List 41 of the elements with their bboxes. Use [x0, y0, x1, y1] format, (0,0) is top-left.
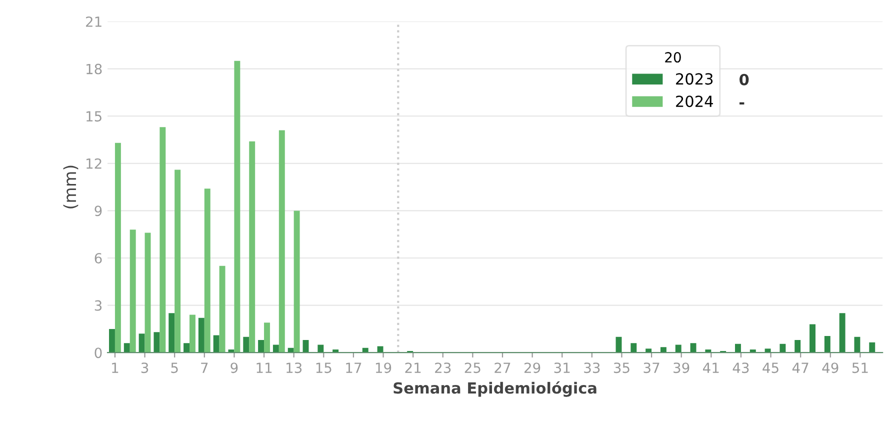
y-tick-label: 0	[94, 348, 102, 358]
x-tick-label: 11	[256, 362, 272, 373]
x-tick-label: 35	[614, 362, 630, 374]
x-tick-label: 15	[316, 362, 332, 374]
x-tick-label: 9	[230, 362, 238, 374]
x-tick-label: 41	[703, 362, 719, 373]
x-tick-label: 33	[584, 362, 600, 374]
x-tick-label: 51	[852, 362, 868, 374]
x-tick-label: 31	[554, 362, 570, 374]
y-tick-label: 18	[86, 64, 102, 74]
x-tick-label: 21	[405, 362, 421, 373]
x-tick-label: 45	[762, 362, 778, 374]
y-axis-title: (mm)	[63, 166, 78, 208]
x-tick-label: 39	[674, 362, 690, 374]
x-tick-label: 47	[792, 362, 808, 373]
x-tick-label: 5	[171, 362, 178, 374]
x-tick-label: 49	[822, 362, 838, 374]
x-tick-label: 29	[524, 362, 540, 374]
x-tick-label: 17	[346, 362, 362, 373]
y-tick-label: 15	[86, 111, 102, 122]
legend-title: 20	[665, 52, 681, 63]
x-tick-label: 27	[494, 362, 510, 373]
y-tick-label: 12	[86, 158, 102, 169]
x-tick-label: 43	[732, 362, 749, 374]
x-tick-label: 37	[644, 362, 660, 374]
annotation: 0	[740, 74, 749, 86]
x-tick-label: 23	[435, 362, 451, 374]
y-tick-label: 21	[86, 16, 102, 27]
x-tick-label: 7	[201, 362, 208, 373]
y-tick-label: 9	[94, 206, 102, 216]
y-tick-label: 3	[94, 300, 102, 311]
x-tick-label: 25	[464, 362, 480, 374]
x-tick-label: 1	[112, 362, 118, 373]
y-tick-label: 6	[94, 252, 102, 264]
x-tick-label: 13	[286, 362, 302, 374]
x-tick-label: 3	[141, 362, 148, 374]
legend-label: 2024	[676, 96, 713, 108]
x-tick-label: 19	[376, 362, 392, 374]
legend-label: 2023	[676, 73, 713, 85]
x-axis-title: Semana Epidemiológica	[394, 381, 596, 397]
annotation: -	[740, 102, 744, 104]
